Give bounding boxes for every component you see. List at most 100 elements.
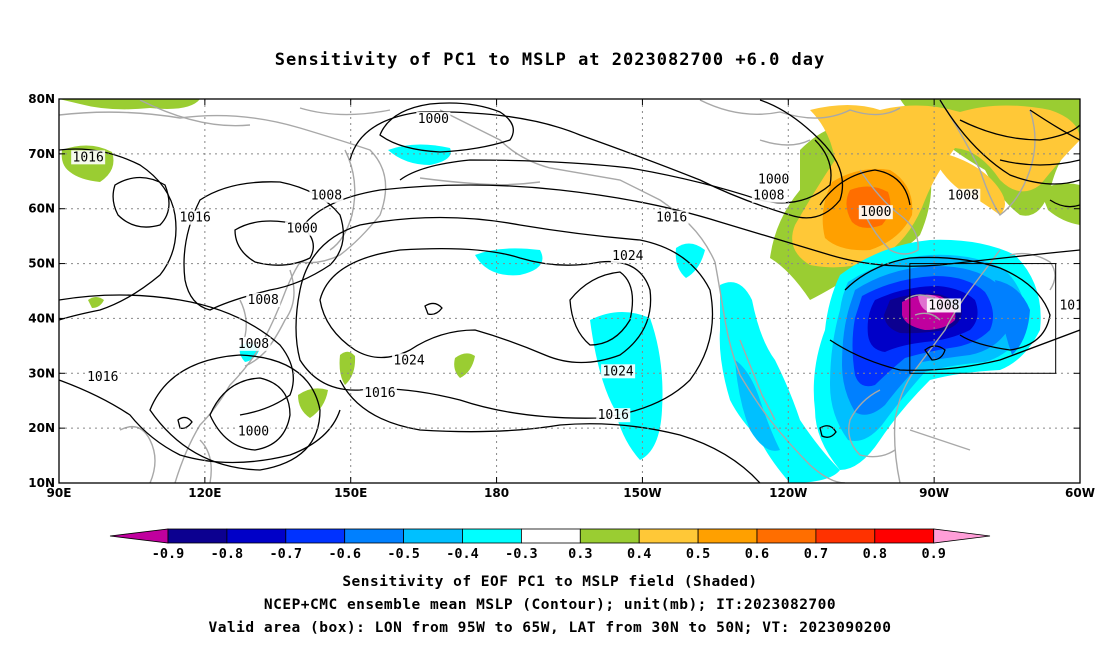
contour-label: 1000 xyxy=(758,172,789,187)
contour-1000-arctic xyxy=(379,102,514,153)
coastline-asia xyxy=(59,111,387,483)
colorbar-segment xyxy=(167,528,228,544)
colorbar-label: 0.4 xyxy=(627,546,651,562)
contour-small-loop-1 xyxy=(424,302,443,316)
lat-tick-label: 80N xyxy=(28,92,55,106)
sensitivity-map: 1000 1016 1000 1008 1008 1016 1000 1016 1000 1008… xyxy=(28,92,1095,562)
colorbar-segment xyxy=(874,528,935,544)
shade-positive-arctic-west xyxy=(59,99,200,110)
contour-1008-asia xyxy=(183,181,344,311)
contour-label-bg xyxy=(362,386,397,401)
contour-label-bg xyxy=(416,111,451,126)
lon-tick-label: 150E xyxy=(334,486,367,500)
contour-label-bg xyxy=(236,424,271,439)
coastline-korea xyxy=(239,299,247,341)
contour-1008-pacific-west xyxy=(59,294,294,416)
contour-label: 1016 xyxy=(598,408,629,423)
contour-1016-west xyxy=(59,148,177,321)
contour-1000-na xyxy=(399,139,832,204)
lon-tick-label: 60W xyxy=(1065,486,1095,500)
lat-tick-label: 60N xyxy=(28,202,55,216)
colorbar-segment xyxy=(638,528,699,544)
contour-label: 1016 xyxy=(364,386,395,401)
coastline-japan xyxy=(244,269,295,367)
contour-label-bg xyxy=(601,364,636,379)
caption-contour: NCEP+CMC ensemble mean MSLP (Contour); u… xyxy=(263,597,837,613)
contour-1016-asia-loop xyxy=(112,176,170,228)
coastline-canada-arctic xyxy=(699,99,901,146)
contour-label: 1016 xyxy=(1059,298,1090,313)
coastline-arctic-asia xyxy=(139,99,391,127)
lat-tick-label: 40N xyxy=(28,311,55,325)
colorbar-left-arrow xyxy=(109,528,169,544)
colorbar-segment xyxy=(344,528,405,544)
colorbar-label: -0.6 xyxy=(328,546,361,562)
lat-tick-label: 10N xyxy=(28,476,55,490)
contour-label: 1008 xyxy=(948,189,979,204)
contour-na-1008 xyxy=(819,169,911,206)
colorbar-label: -0.5 xyxy=(387,546,420,562)
contour-label-bg xyxy=(858,205,893,220)
contour-label: 1024 xyxy=(602,364,633,379)
mslp-contour-layer xyxy=(59,99,1080,483)
contour-east-loop-1 xyxy=(1029,109,1080,141)
colorbar-label: 0.5 xyxy=(686,546,710,562)
contour-label-bg xyxy=(85,369,120,384)
colorbar-label: 0.9 xyxy=(922,546,946,562)
contour-1024-inner xyxy=(569,271,634,346)
contour-label: 1000 xyxy=(860,205,891,220)
coastline-kamchatka xyxy=(329,149,356,251)
colorbar-label: 0.8 xyxy=(863,546,887,562)
caption-valid-area: Valid area (box): LON from 95W to 65W, L… xyxy=(208,620,892,636)
contour-labels: 1000 1016 1000 1008 1008 1016 1000 1016 1000 1008… xyxy=(71,111,1090,440)
contour-label-bg xyxy=(926,298,961,313)
contour-gulf-loop xyxy=(819,425,837,438)
contour-label: 1008 xyxy=(928,298,959,313)
colorbar-segment xyxy=(815,528,876,544)
contour-label-bg xyxy=(596,408,631,423)
contour-1016-east xyxy=(829,329,1080,371)
coastline-se-asia xyxy=(119,426,212,483)
colorbar-label: 0.6 xyxy=(745,546,769,562)
contour-1000-trough xyxy=(209,377,291,451)
colorbar-right-arrow xyxy=(933,528,991,544)
colorbar-segment xyxy=(226,528,287,544)
lat-tick-label: 70N xyxy=(28,147,55,161)
shade-positive-pac-3 xyxy=(454,353,475,378)
contour-label-bg xyxy=(309,188,344,203)
contour-1008-arctic xyxy=(349,99,844,219)
shaded-sensitivity-layer xyxy=(59,99,1080,483)
contour-label: 1000 xyxy=(286,222,317,237)
contour-label: 1008 xyxy=(753,189,784,204)
coastline-hudson xyxy=(859,169,919,255)
contour-label: 1016 xyxy=(656,211,687,226)
valid-area-box xyxy=(909,263,1057,374)
shade-negative-bering xyxy=(388,144,451,165)
contour-label: 1024 xyxy=(612,249,643,264)
coastline-layer xyxy=(59,99,1056,483)
colorbar-segment xyxy=(756,528,817,544)
lat-tick-label: 20N xyxy=(28,421,55,435)
shade-positive-atlantic-north xyxy=(1040,183,1080,225)
shade-negative-npac xyxy=(475,248,543,276)
contour-label-bg xyxy=(178,210,213,225)
coastline-aleutians xyxy=(419,177,541,186)
colorbar-segment xyxy=(285,528,346,544)
lat-tick-label: 30N xyxy=(28,366,55,380)
shade-positive-pac-2 xyxy=(298,388,328,418)
coastline-caribbean xyxy=(909,429,971,451)
colorbar-label: 0.3 xyxy=(568,546,592,562)
colorbar-segment xyxy=(521,528,581,544)
contour-1016-subtrop xyxy=(295,216,714,419)
contour-label-bg xyxy=(236,336,271,351)
contour-label-bg xyxy=(946,188,981,203)
lon-tick-label: 150W xyxy=(623,486,661,500)
contour-label: 1000 xyxy=(238,425,269,440)
shade-positive-asia xyxy=(88,297,104,308)
contour-small-loop-2 xyxy=(177,416,193,430)
chart-title: Sensitivity of PC1 to MSLP at 2023082700… xyxy=(274,50,826,70)
latitude-axis: 80N 70N 60N 50N 40N 30N 20N 10N xyxy=(28,92,1080,490)
contour-label-bg xyxy=(654,210,689,225)
contour-label-bg xyxy=(751,188,786,203)
shade-positive-arctic-yellow-strip xyxy=(930,150,1005,215)
